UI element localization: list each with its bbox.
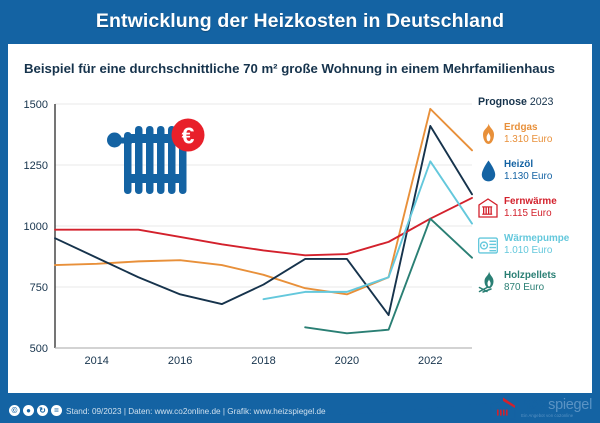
series-line-wrmepumpe [262,160,473,301]
x-tick-label: 2022 [418,355,442,367]
creative-commons-icons: © ● ↻ = [9,405,62,416]
x-tick-label: 2016 [168,355,192,367]
legend-item-text: Erdgas 1.310 Euro [504,122,552,145]
x-tick-label: 2020 [335,355,359,367]
header-bar: Entwicklung der Heizkosten in Deutschlan… [0,0,600,42]
legend-item-text: Holzpellets 870 Euro [504,270,556,293]
legend-heading-year: 2023 [529,96,554,108]
heat-pump-icon [478,233,498,257]
page-title: Entwicklung der Heizkosten in Deutschlan… [95,9,505,32]
logo-wordmark: heizspiegel [521,396,592,413]
chart-subtitle: Beispiel für eine durchschnittliche 70 m… [24,61,556,76]
legend-item-text: Wärmepumpe 1.010 Euro [504,233,569,256]
x-axis-ticks: 2014 2016 2018 2020 2022 [84,355,442,367]
chart-legend: Prognose 2023 Erdgas 1.310 Euro Heizöl 1.13… [478,96,592,304]
series-line-holzpellets [304,217,473,335]
legend-heading: Prognose 2023 [478,96,592,108]
legend-item-text: Fernwärme 1.115 Euro [504,196,557,219]
legend-item-label: Holzpellets [504,270,557,282]
legend-item-erdgas[interactable]: Erdgas 1.310 Euro [478,119,592,149]
cc-nd-icon: = [51,405,62,416]
logo-word-spiegel: spiegel [548,396,592,413]
legend-item-label: Heizöl [504,159,534,171]
x-tick-label: 2014 [84,355,108,367]
svg-text:€: € [182,123,195,149]
y-tick-label: 1000 [24,221,48,233]
series-line-erdgas [54,107,473,296]
legend-item-fernwrme[interactable]: Fernwärme 1.115 Euro [478,193,592,223]
legend-item-text: Heizöl 1.130 Euro [504,159,552,182]
legend-item-value: 870 Euro [504,282,545,293]
y-axis-ticks: 500 750 1000 1250 1500 [24,99,48,355]
legend-item-heizl[interactable]: Heizöl 1.130 Euro [478,156,592,186]
line-chart: 500 750 1000 1250 1500 2014 2016 2018 2020 2022 [8,92,478,390]
footer-credits: Stand: 09/2023 | Daten: www.co2online.de… [66,407,326,416]
legend-item-label: Erdgas [504,122,538,134]
house-radiator-logo-icon [490,396,516,420]
legend-item-holzpellets[interactable]: Holzpellets 870 Euro [478,267,592,297]
chart-canvas: 500 750 1000 1250 1500 2014 2016 2018 2020 2022 [24,99,473,367]
heizspiegel-logo[interactable]: heizspiegel Ein Angebot von co2online [490,396,592,420]
cc-sa-icon: ↻ [37,405,48,416]
pellet-flame-icon [478,270,498,294]
legend-item-label: Wärmepumpe [504,233,570,245]
radiator-euro-icon: € [107,118,205,194]
series-line-fernwrme [54,196,473,257]
cc-icon: © [9,405,20,416]
legend-heading-label: Prognose [478,96,527,108]
footer-bar: © ● ↻ = Stand: 09/2023 | Daten: www.co2o… [0,393,600,423]
y-tick-label: 750 [30,282,48,294]
legend-item-wrmepumpe[interactable]: Wärmepumpe 1.010 Euro [478,230,592,260]
chart-card: Beispiel für eine durchschnittliche 70 m… [8,44,592,393]
chart-series [54,107,473,335]
district-heating-icon [478,196,498,220]
footer-wave-shape [0,393,600,423]
chart-axes [54,104,472,349]
cc-by-icon: ● [23,405,34,416]
oil-drop-icon [478,159,498,183]
legend-item-label: Fernwärme [504,196,557,208]
x-tick-label: 2018 [251,355,275,367]
series-line-heizl [54,125,473,317]
y-tick-label: 1500 [24,99,48,111]
logo-tagline: Ein Angebot von co2online [521,413,574,419]
flame-icon [478,122,498,146]
y-tick-label: 1250 [24,160,48,172]
legend-item-value: 1.310 Euro [504,134,553,145]
legend-item-value: 1.130 Euro [504,171,553,182]
legend-item-value: 1.115 Euro [504,208,552,219]
logo-word-heiz: heiz [521,396,549,413]
legend-item-value: 1.010 Euro [504,245,553,256]
y-tick-label: 500 [30,343,48,355]
